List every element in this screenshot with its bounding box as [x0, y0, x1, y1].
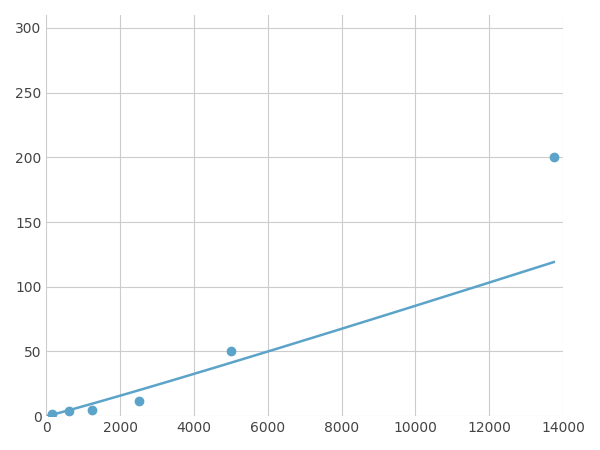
- Point: [47, 410, 57, 417]
- Point: [88, 406, 97, 413]
- Point: [226, 348, 236, 355]
- Point: [65, 407, 74, 414]
- Point: [549, 154, 559, 161]
- Point: [134, 397, 143, 404]
